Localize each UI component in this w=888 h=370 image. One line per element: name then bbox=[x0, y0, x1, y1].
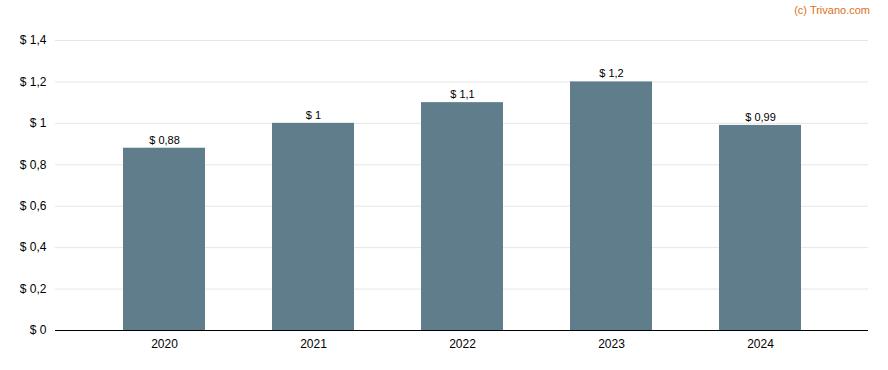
svg-text:$ 0,6: $ 0,6 bbox=[20, 199, 47, 213]
svg-text:$ 1,1: $ 1,1 bbox=[450, 88, 474, 100]
svg-text:$ 0: $ 0 bbox=[30, 323, 47, 337]
html-text:(c) Trivano.com: (c) Trivano.com bbox=[794, 4, 870, 16]
svg-text:$ 0,88: $ 0,88 bbox=[149, 134, 180, 146]
svg-text:$ 1: $ 1 bbox=[306, 109, 321, 121]
svg-text:$ 1,2: $ 1,2 bbox=[599, 67, 623, 79]
svg-text:2022: 2022 bbox=[449, 337, 476, 351]
svg-text:$ 0,99: $ 0,99 bbox=[745, 111, 776, 123]
svg-text:2021: 2021 bbox=[300, 337, 327, 351]
svg-text:$ 1,4: $ 1,4 bbox=[20, 33, 47, 47]
svg-text:2020: 2020 bbox=[151, 337, 178, 351]
svg-text:$ 0,4: $ 0,4 bbox=[20, 240, 47, 254]
svg-text:$ 1,2: $ 1,2 bbox=[20, 75, 47, 89]
svg-text:$ 1: $ 1 bbox=[30, 116, 47, 130]
svg-text:$ 0,2: $ 0,2 bbox=[20, 282, 47, 296]
svg-text:$ 0,8: $ 0,8 bbox=[20, 158, 47, 172]
svg-text:2023: 2023 bbox=[598, 337, 625, 351]
svg-text:2024: 2024 bbox=[747, 337, 774, 351]
